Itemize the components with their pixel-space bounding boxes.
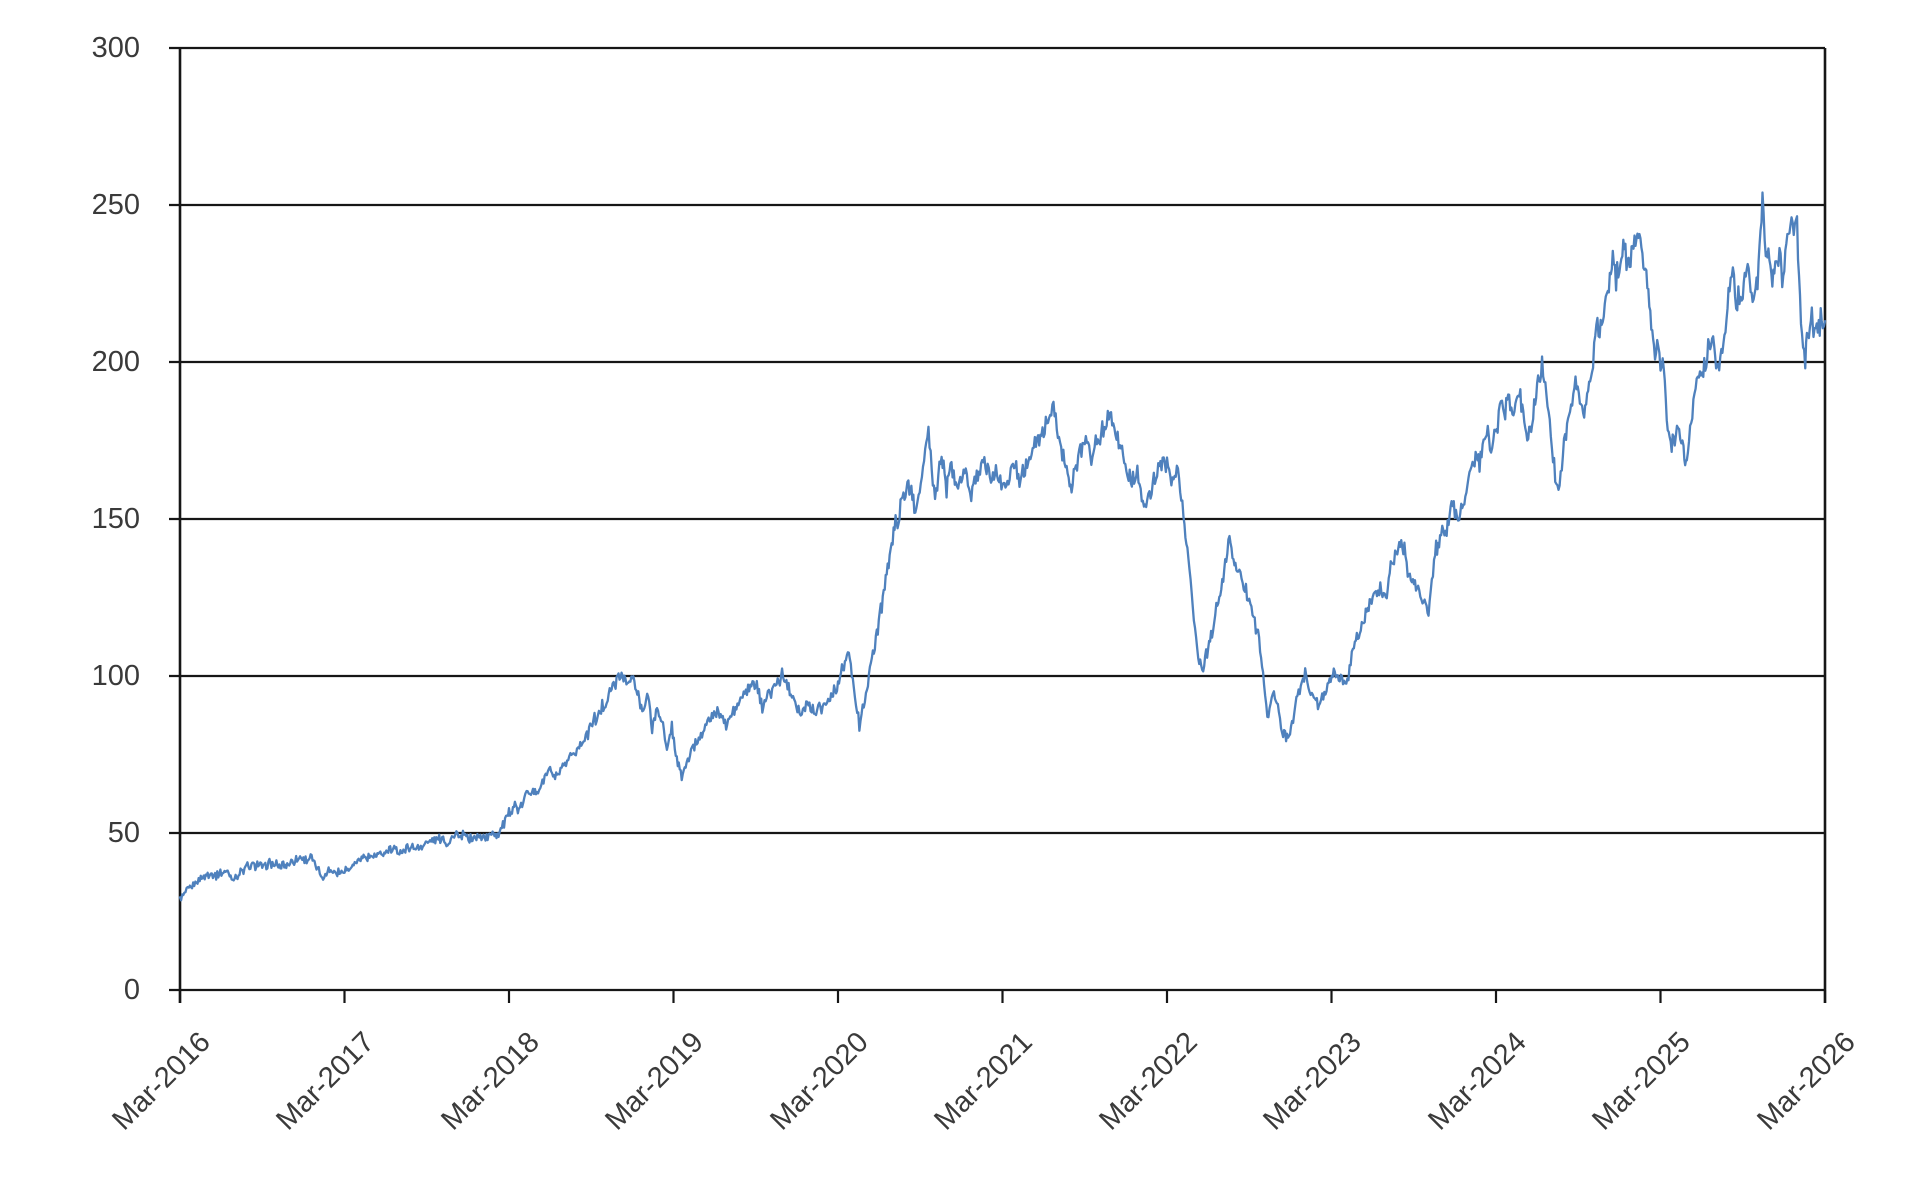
y-axis-label: 300 [91,32,140,64]
y-axis-label: 150 [91,503,140,535]
price-line-series [178,191,1827,902]
y-axis-label: 100 [91,660,140,692]
y-axis-label: 250 [91,189,140,221]
y-axis-label: 50 [107,817,140,849]
y-axis-label: 200 [91,346,140,378]
y-axis-label: 0 [123,974,140,1006]
